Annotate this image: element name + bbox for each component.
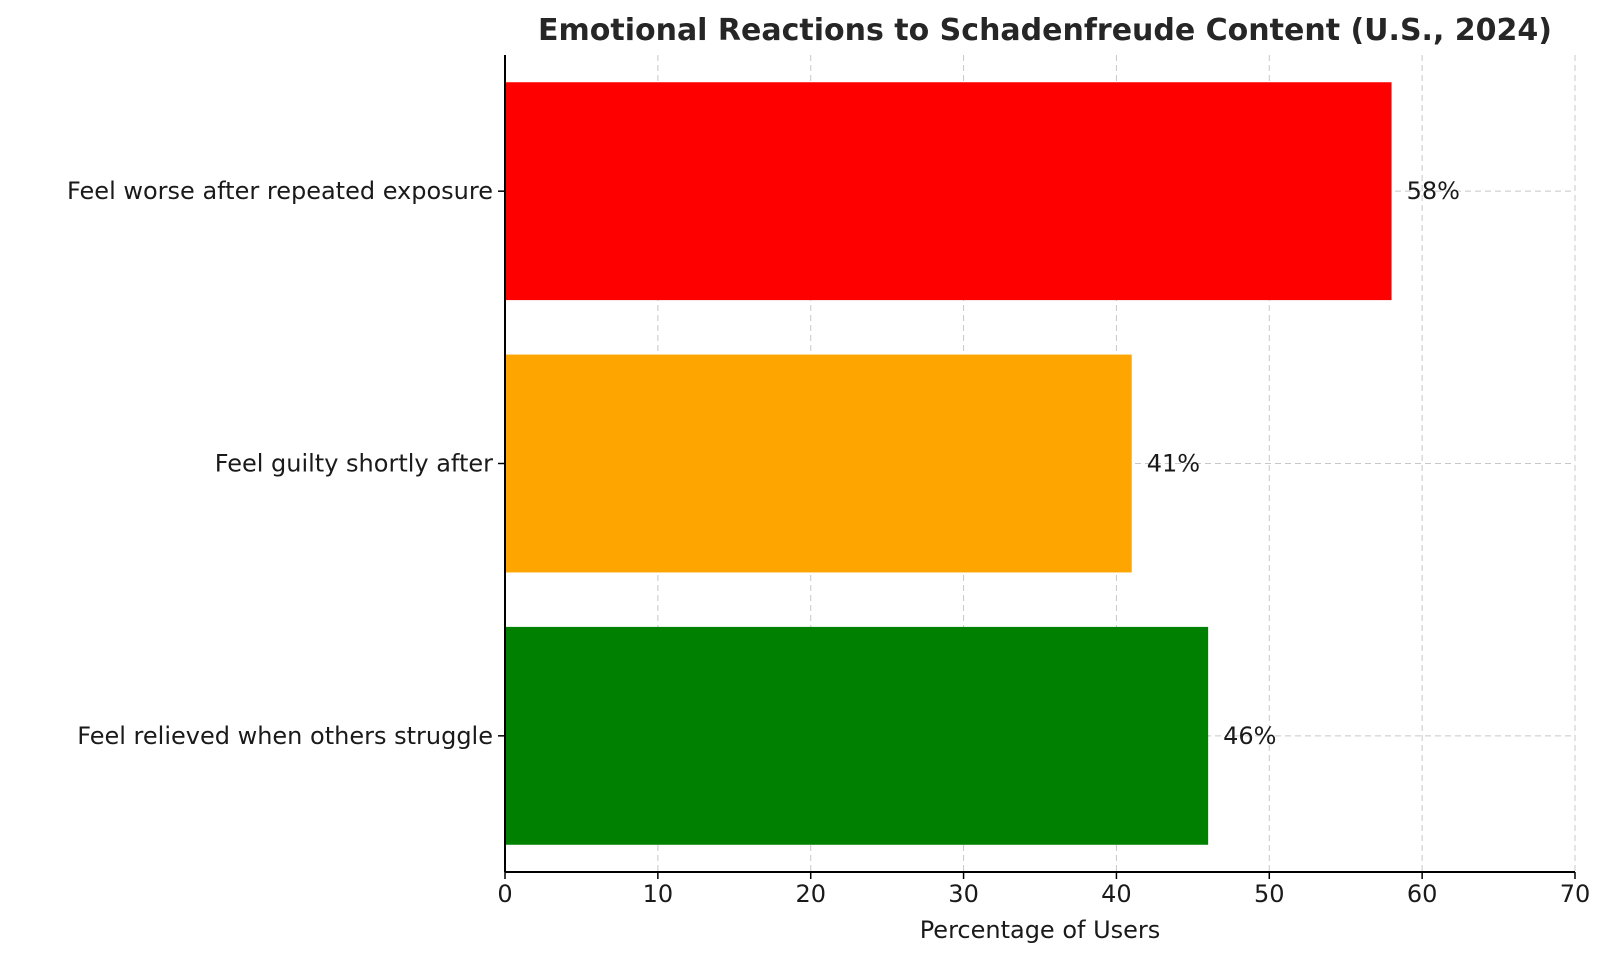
x-tick-label: 40 xyxy=(1101,880,1132,908)
x-tick-label: 0 xyxy=(497,880,512,908)
x-tick-label: 10 xyxy=(643,880,674,908)
chart-title: Emotional Reactions to Schadenfreude Con… xyxy=(538,13,1552,48)
category-label: Feel guilty shortly after xyxy=(215,450,493,478)
bar xyxy=(505,626,1209,845)
data-label: 41% xyxy=(1147,450,1200,478)
data-label: 46% xyxy=(1223,722,1276,750)
data-label: 58% xyxy=(1407,177,1460,205)
x-tick-label: 30 xyxy=(948,880,979,908)
bar xyxy=(505,354,1132,573)
x-axis-label: Percentage of Users xyxy=(920,916,1161,944)
x-tick-label: 60 xyxy=(1407,880,1438,908)
label-layer: 58% Feel worse after repeated exposure 41%… xyxy=(67,177,1590,908)
x-tick-label: 70 xyxy=(1560,880,1591,908)
x-tick-label: 50 xyxy=(1254,880,1285,908)
bar xyxy=(505,82,1392,301)
category-label: Feel relieved when others struggle xyxy=(77,722,493,750)
x-tick-label: 20 xyxy=(795,880,826,908)
bar-layer xyxy=(505,82,1392,845)
axis-layer xyxy=(498,55,1576,879)
category-label: Feel worse after repeated exposure xyxy=(67,177,493,205)
